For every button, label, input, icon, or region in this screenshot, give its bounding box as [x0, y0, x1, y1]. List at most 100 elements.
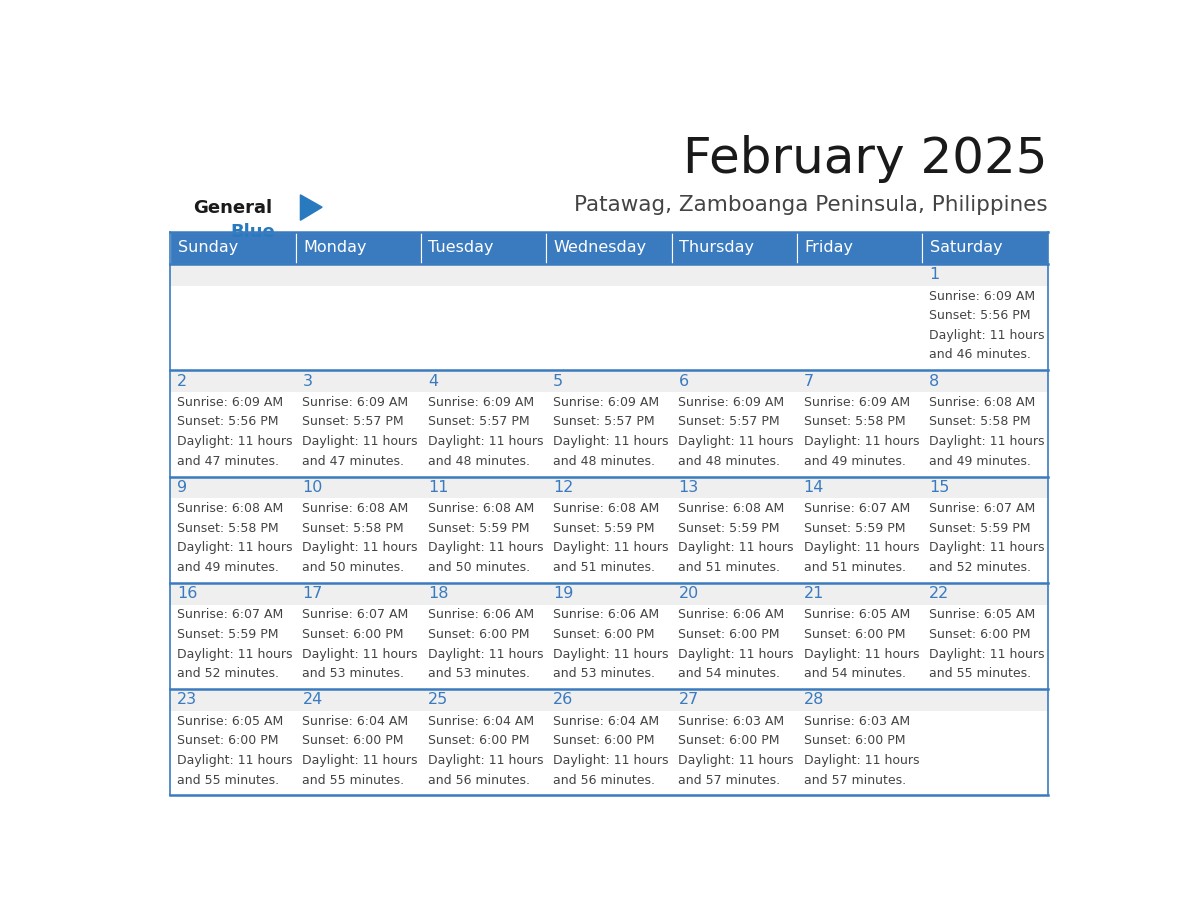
Text: Daylight: 11 hours: Daylight: 11 hours — [428, 647, 543, 661]
Bar — [671, 711, 797, 796]
Text: Daylight: 11 hours: Daylight: 11 hours — [804, 435, 920, 448]
Bar — [922, 264, 1048, 285]
Text: Daylight: 11 hours: Daylight: 11 hours — [303, 647, 418, 661]
Bar — [671, 392, 797, 476]
Bar — [922, 498, 1048, 583]
Text: Sunset: 6:00 PM: Sunset: 6:00 PM — [554, 628, 655, 641]
Bar — [546, 689, 671, 711]
Bar — [546, 264, 671, 285]
Text: Daylight: 11 hours: Daylight: 11 hours — [804, 754, 920, 767]
Text: Sunset: 5:58 PM: Sunset: 5:58 PM — [804, 416, 905, 429]
Text: February 2025: February 2025 — [683, 135, 1048, 183]
Text: Daylight: 11 hours: Daylight: 11 hours — [804, 647, 920, 661]
Bar — [546, 371, 671, 392]
Text: Sunrise: 6:03 AM: Sunrise: 6:03 AM — [678, 714, 784, 728]
Text: Sunset: 6:00 PM: Sunset: 6:00 PM — [554, 734, 655, 747]
Bar — [797, 711, 922, 796]
Bar — [546, 392, 671, 476]
Text: Sunset: 5:59 PM: Sunset: 5:59 PM — [804, 521, 905, 534]
Text: and 55 minutes.: and 55 minutes. — [929, 667, 1031, 680]
Text: Patawag, Zamboanga Peninsula, Philippines: Patawag, Zamboanga Peninsula, Philippine… — [574, 195, 1048, 215]
Bar — [296, 583, 421, 604]
Bar — [421, 232, 546, 264]
Text: Daylight: 11 hours: Daylight: 11 hours — [554, 754, 669, 767]
Text: Daylight: 11 hours: Daylight: 11 hours — [554, 435, 669, 448]
Text: and 55 minutes.: and 55 minutes. — [303, 774, 405, 787]
Text: 18: 18 — [428, 587, 448, 601]
Bar — [922, 392, 1048, 476]
Text: Daylight: 11 hours: Daylight: 11 hours — [929, 435, 1044, 448]
Text: Sunset: 6:00 PM: Sunset: 6:00 PM — [177, 734, 279, 747]
Text: and 57 minutes.: and 57 minutes. — [678, 774, 781, 787]
Text: Sunrise: 6:05 AM: Sunrise: 6:05 AM — [177, 714, 284, 728]
Bar — [170, 371, 296, 392]
Text: Daylight: 11 hours: Daylight: 11 hours — [177, 647, 292, 661]
Text: 11: 11 — [428, 480, 448, 495]
Bar — [797, 264, 922, 285]
Bar — [671, 604, 797, 689]
Text: Sunrise: 6:09 AM: Sunrise: 6:09 AM — [554, 396, 659, 409]
Text: Daylight: 11 hours: Daylight: 11 hours — [678, 542, 794, 554]
Text: Daylight: 11 hours: Daylight: 11 hours — [678, 754, 794, 767]
Text: 5: 5 — [554, 374, 563, 388]
Bar — [922, 285, 1048, 371]
Bar — [922, 476, 1048, 498]
Text: 3: 3 — [303, 374, 312, 388]
Text: Sunrise: 6:08 AM: Sunrise: 6:08 AM — [177, 502, 284, 515]
Bar — [296, 285, 421, 371]
Text: Sunset: 5:59 PM: Sunset: 5:59 PM — [678, 521, 779, 534]
Bar — [671, 232, 797, 264]
Bar — [922, 583, 1048, 604]
Bar — [421, 604, 546, 689]
Text: and 49 minutes.: and 49 minutes. — [177, 561, 279, 574]
Bar — [296, 498, 421, 583]
Text: Sunrise: 6:09 AM: Sunrise: 6:09 AM — [303, 396, 409, 409]
Text: Sunrise: 6:06 AM: Sunrise: 6:06 AM — [554, 609, 659, 621]
Text: Daylight: 11 hours: Daylight: 11 hours — [177, 435, 292, 448]
Text: and 56 minutes.: and 56 minutes. — [554, 774, 655, 787]
Text: Sunset: 5:57 PM: Sunset: 5:57 PM — [303, 416, 404, 429]
Text: Daylight: 11 hours: Daylight: 11 hours — [929, 329, 1044, 341]
Text: Sunset: 6:00 PM: Sunset: 6:00 PM — [678, 628, 779, 641]
Text: Sunset: 5:56 PM: Sunset: 5:56 PM — [177, 416, 279, 429]
Text: Sunrise: 6:04 AM: Sunrise: 6:04 AM — [554, 714, 659, 728]
Bar — [797, 583, 922, 604]
Text: Friday: Friday — [804, 241, 853, 255]
Text: Monday: Monday — [303, 241, 367, 255]
Text: Blue: Blue — [230, 223, 276, 241]
Text: Sunrise: 6:03 AM: Sunrise: 6:03 AM — [804, 714, 910, 728]
Text: Sunrise: 6:05 AM: Sunrise: 6:05 AM — [804, 609, 910, 621]
Text: 16: 16 — [177, 587, 197, 601]
Text: Daylight: 11 hours: Daylight: 11 hours — [428, 754, 543, 767]
Bar — [170, 392, 296, 476]
Bar — [797, 371, 922, 392]
Text: Daylight: 11 hours: Daylight: 11 hours — [303, 435, 418, 448]
Text: Daylight: 11 hours: Daylight: 11 hours — [929, 647, 1044, 661]
Text: Sunrise: 6:07 AM: Sunrise: 6:07 AM — [303, 609, 409, 621]
Text: Sunrise: 6:09 AM: Sunrise: 6:09 AM — [428, 396, 533, 409]
Text: Sunset: 5:59 PM: Sunset: 5:59 PM — [177, 628, 279, 641]
Text: Sunrise: 6:07 AM: Sunrise: 6:07 AM — [929, 502, 1035, 515]
Text: and 52 minutes.: and 52 minutes. — [929, 561, 1031, 574]
Text: 26: 26 — [554, 692, 574, 708]
Text: Daylight: 11 hours: Daylight: 11 hours — [428, 542, 543, 554]
Text: Sunset: 6:00 PM: Sunset: 6:00 PM — [303, 734, 404, 747]
Text: 9: 9 — [177, 480, 188, 495]
Text: Sunrise: 6:08 AM: Sunrise: 6:08 AM — [428, 502, 533, 515]
Text: 6: 6 — [678, 374, 689, 388]
Bar — [296, 371, 421, 392]
Bar — [671, 285, 797, 371]
Text: 7: 7 — [804, 374, 814, 388]
Bar — [671, 264, 797, 285]
Text: Sunset: 5:58 PM: Sunset: 5:58 PM — [303, 521, 404, 534]
Text: Daylight: 11 hours: Daylight: 11 hours — [303, 754, 418, 767]
Text: Sunrise: 6:04 AM: Sunrise: 6:04 AM — [303, 714, 409, 728]
Bar — [546, 476, 671, 498]
Text: and 46 minutes.: and 46 minutes. — [929, 349, 1031, 362]
Bar — [797, 232, 922, 264]
Text: and 53 minutes.: and 53 minutes. — [428, 667, 530, 680]
Text: Daylight: 11 hours: Daylight: 11 hours — [678, 647, 794, 661]
Bar — [546, 498, 671, 583]
Bar — [296, 264, 421, 285]
Bar — [922, 232, 1048, 264]
